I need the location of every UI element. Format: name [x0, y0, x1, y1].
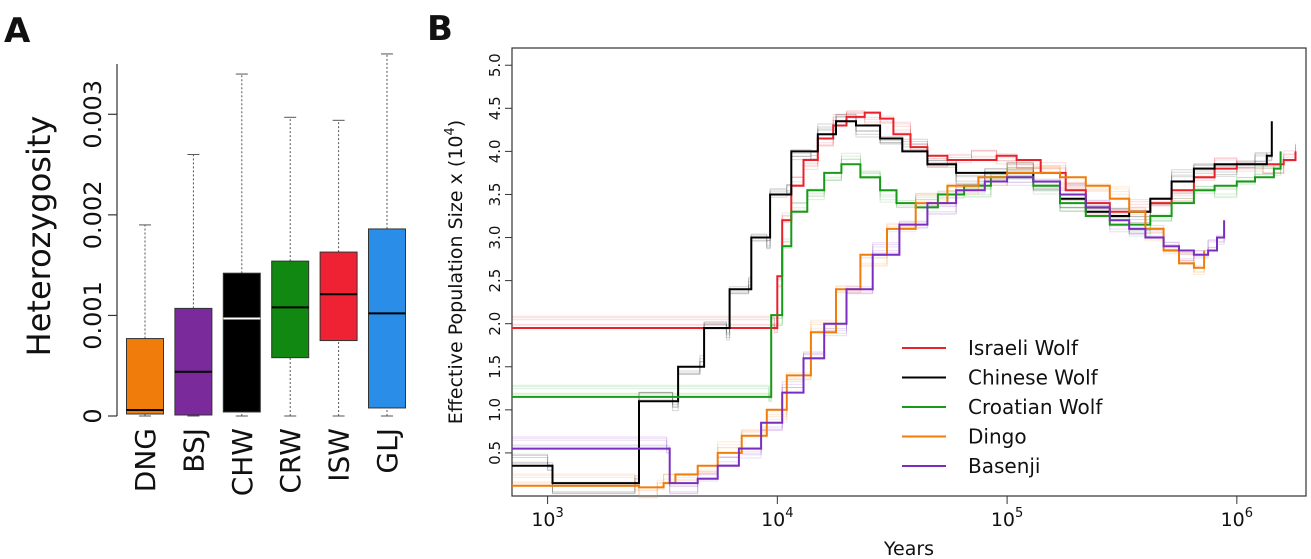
y-tick-label-b: 3.5	[486, 183, 504, 207]
bootstrap-line	[512, 113, 1273, 493]
bootstrap-line	[512, 121, 1273, 487]
legend-label: Croatian Wolf	[968, 395, 1103, 419]
y-axis-label-b: Effective Population Size x (104)	[443, 120, 467, 424]
box-dng	[126, 224, 164, 417]
category-label-isw: ISW	[323, 428, 356, 482]
y-ticks-a: 0 0.001 0.002 0.003	[79, 80, 117, 424]
boxes-a	[126, 53, 406, 417]
bootstrap-line	[512, 114, 1273, 494]
y-ticks-b: 0.5 1.0 1.5 2.0 2.5 3.0 3.5 4.0 4.5 5.0	[486, 53, 512, 465]
panel-letter-a: A	[4, 11, 31, 51]
box-body	[368, 228, 406, 409]
y-axis-label-b-end: )	[445, 120, 467, 127]
category-label-crw: CRW	[274, 428, 307, 494]
legend-item-dingo: Dingo	[902, 425, 1027, 449]
plot-frame-b	[511, 47, 1307, 497]
y-tick-label-b: 3.0	[486, 226, 504, 250]
legend-label: Israeli Wolf	[968, 336, 1079, 360]
series-line-croatian-wolf	[512, 151, 1282, 398]
box-crw	[271, 116, 310, 417]
panel-a-boxplot: A 0 0.001 0.002 0.003 Heterozygosity DNG BSJ…	[4, 11, 406, 496]
box-body	[126, 338, 164, 415]
x-axis-label-b: Years	[883, 538, 934, 559]
category-label-glj: GLJ	[371, 428, 404, 474]
y-tick-label-a: 0.001	[79, 281, 107, 350]
y-tick-label-a: 0.003	[79, 80, 107, 149]
legend-item-chinese-wolf: Chinese Wolf	[902, 366, 1099, 390]
y-tick-label-b: 4.0	[486, 139, 504, 163]
series-line-dingo	[512, 171, 1206, 489]
box-body	[271, 260, 310, 359]
y-tick-label-a: 0	[79, 408, 107, 423]
y-tick-label-b: 4.5	[486, 96, 504, 120]
box-body	[222, 272, 261, 413]
category-label-chw: CHW	[226, 428, 259, 496]
box-body	[174, 307, 213, 416]
box-chw	[222, 73, 261, 417]
series-line-israeli-wolf	[512, 111, 1297, 329]
legend-b: Israeli Wolf Chinese Wolf Croatian Wolf Din…	[902, 336, 1103, 478]
y-axis-label-a: Heterozygosity	[20, 116, 58, 357]
y-tick-label-b: 2.0	[486, 312, 504, 336]
bootstrap-line	[512, 110, 1296, 328]
legend-item-israeli-wolf: Israeli Wolf	[902, 336, 1079, 360]
box-glj	[368, 53, 406, 417]
bootstrap-line	[512, 116, 1273, 487]
legend-label: Dingo	[968, 425, 1027, 449]
category-label-dng: DNG	[129, 428, 162, 492]
panel-b-line-chart: B 0.51.01.52.02.53.03.54.04.55.0 103 104 1…	[427, 9, 1307, 559]
y-tick-label-b: 0.5	[486, 441, 504, 465]
x-tick-label-b: 104	[761, 506, 793, 531]
x-tick-label-b: 106	[1221, 506, 1253, 531]
x-ticks-b: 103 104 105 106	[531, 496, 1253, 531]
x-tick-label-b: 103	[531, 506, 563, 531]
box-bsj	[174, 154, 213, 417]
y-tick-label-b: 2.5	[486, 269, 504, 293]
x-tick-label-b: 105	[991, 506, 1023, 531]
panel-letter-b: B	[427, 9, 453, 49]
category-label-bsj: BSJ	[177, 428, 210, 473]
series-lines-b	[512, 110, 1297, 499]
y-axis-label-b-main: Effective Population Size x (10	[445, 135, 467, 424]
category-labels-a: DNG BSJ CHW CRW ISW GLJ	[129, 428, 404, 496]
legend-label: Basenji	[968, 454, 1041, 478]
series-line-basenji	[512, 176, 1226, 485]
series-line-chinese-wolf	[512, 120, 1273, 485]
box-body	[319, 251, 358, 342]
y-tick-label-b: 1.5	[486, 355, 504, 379]
y-tick-label-a: 0.002	[79, 180, 107, 249]
y-tick-label-b: 1.0	[486, 398, 504, 422]
y-tick-label-b: 5.0	[486, 53, 504, 77]
box-isw	[319, 119, 358, 417]
y-axis-label-b-exp: 4	[443, 127, 458, 135]
legend-label: Chinese Wolf	[968, 366, 1099, 390]
legend-item-basenji: Basenji	[902, 454, 1041, 478]
legend-item-croatian-wolf: Croatian Wolf	[902, 395, 1103, 419]
